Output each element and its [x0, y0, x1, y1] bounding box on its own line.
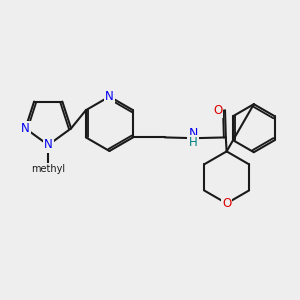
Text: N: N	[44, 139, 52, 152]
Text: O: O	[222, 197, 231, 210]
Text: methyl: methyl	[31, 164, 65, 174]
Text: N: N	[188, 127, 198, 140]
Text: N: N	[21, 122, 30, 135]
Text: O: O	[213, 104, 222, 117]
Text: N: N	[105, 90, 114, 103]
Text: H: H	[189, 136, 197, 149]
